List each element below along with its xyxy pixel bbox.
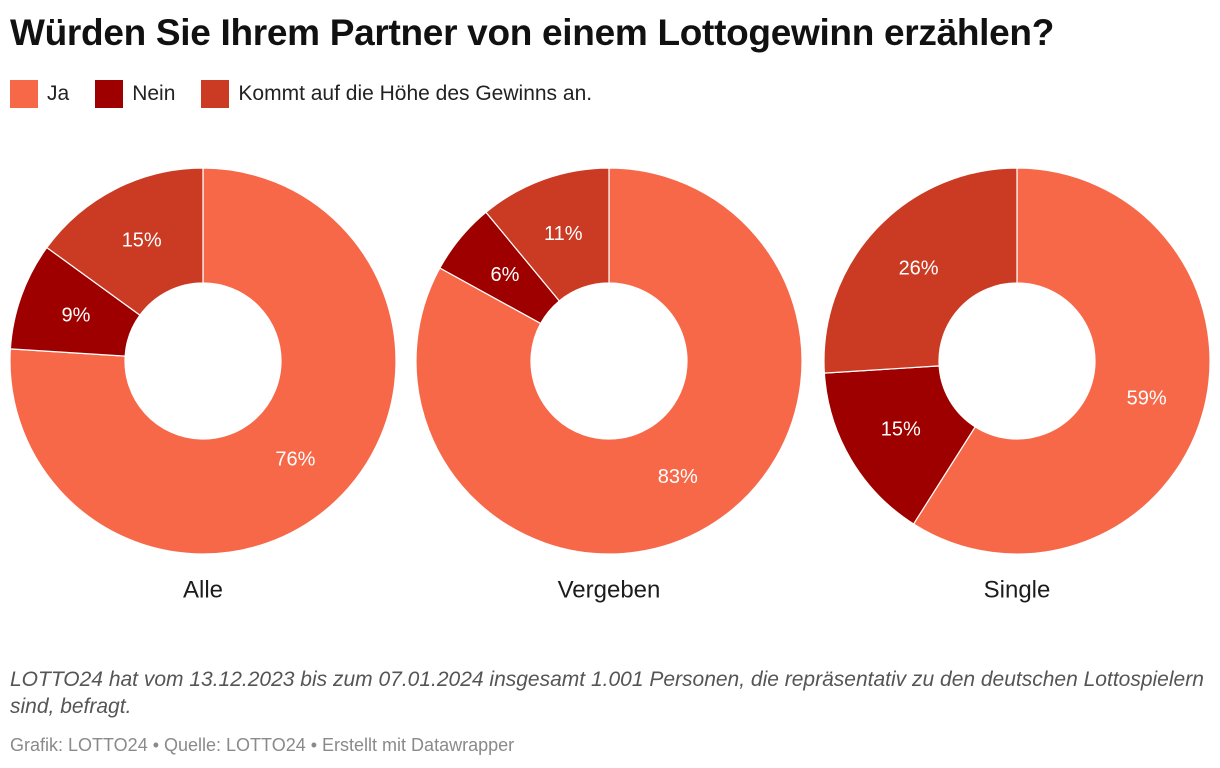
value-label-alle-ja: 76% [275, 448, 315, 470]
legend-item-nein: Nein [95, 80, 175, 108]
value-label-single-ja: 59% [1127, 388, 1167, 410]
chart-label-vergeben: Vergeben [558, 577, 661, 604]
slice-single-ja [912, 167, 1211, 555]
legend-swatch-nein [95, 80, 124, 108]
value-label-vergeben-nein: 6% [491, 264, 520, 286]
legend-swatch-kommt-auf-hoehe [201, 80, 230, 108]
chart-title: Würden Sie Ihrem Partner von einem Lotto… [10, 12, 1055, 53]
slice-alle-ja [9, 167, 397, 555]
value-label-alle-nein: 9% [62, 304, 91, 326]
donut-charts: 76% 9% 15% Alle 83% 6% 11% Vergeben 59% 15% 26% Sin… [9, 167, 1211, 604]
legend-item-ja: Ja [10, 80, 69, 108]
slice-vergeben-kommt-auf-die-hoehe-des-gewinns-an [485, 167, 610, 302]
slice-single-kommt-auf-die-hoehe-des-gewinns-an [823, 167, 1018, 374]
footer-credits: Grafik: LOTTO24 • Quelle: LOTTO24 • Erst… [10, 735, 515, 755]
value-label-vergeben-kommt-auf-die-hoehe-des-gewinns-an: 11% [544, 223, 583, 245]
notes: LOTTO24 hat vom 13.12.2023 bis zum 07.01… [10, 668, 1204, 718]
legend-label-ja: Ja [47, 82, 70, 105]
value-label-vergeben-ja: 83% [658, 466, 698, 488]
slice-alle-kommt-auf-die-hoehe-des-gewinns-an [46, 167, 204, 316]
legend-swatch-ja [10, 80, 38, 108]
legend-label-nein: Nein [132, 82, 176, 105]
slice-single-nein [823, 365, 977, 525]
value-label-alle-kommt-auf-die-hoehe-des-gewinns-an: 15% [122, 230, 162, 252]
value-label-single-kommt-auf-die-hoehe-des-gewinns-an: 26% [899, 258, 939, 280]
slice-vergeben-ja [415, 167, 803, 555]
chart-label-single: Single [984, 577, 1051, 604]
value-label-single-nein: 15% [881, 419, 921, 441]
legend-item-kommt-auf-hoehe: Kommt auf die Höhe des Gewinns an. [201, 80, 592, 108]
legend: Ja Nein Kommt auf die Höhe des Gewinns a… [10, 80, 618, 108]
chart-label-alle: Alle [183, 577, 223, 604]
legend-label-kommt-auf-hoehe: Kommt auf die Höhe des Gewinns an. [238, 82, 593, 105]
